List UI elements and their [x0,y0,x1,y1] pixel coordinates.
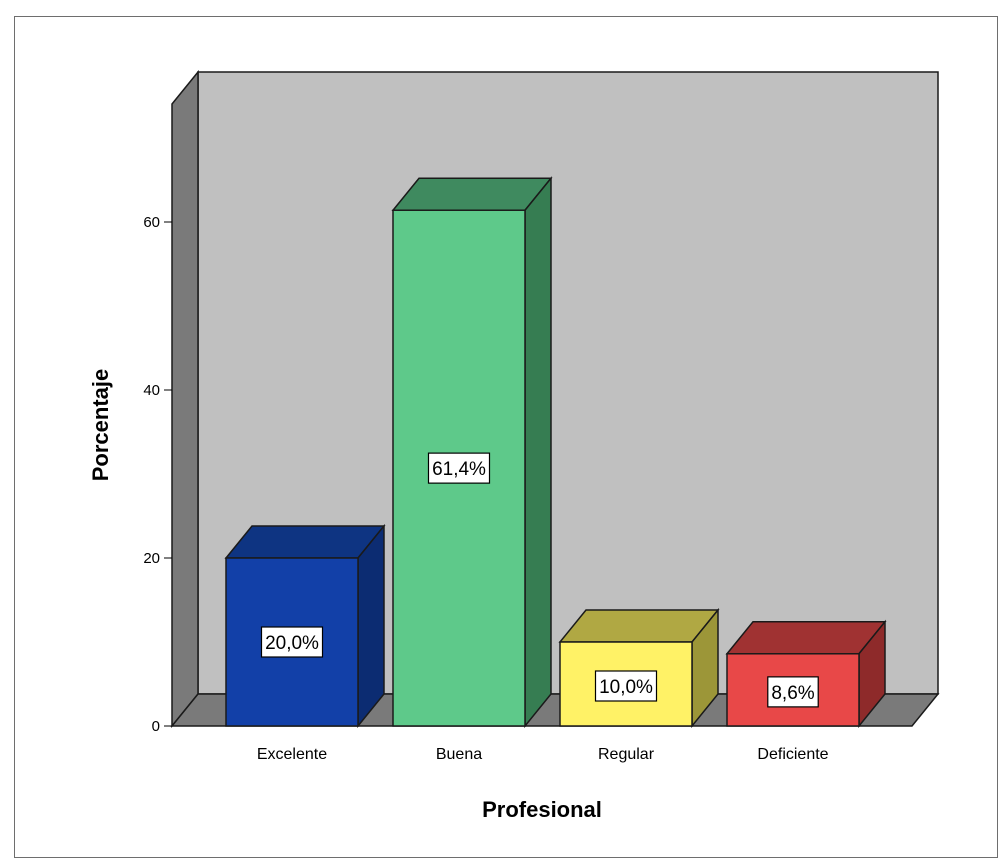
data-label-box [427,452,491,484]
bar-side-face [357,523,385,729]
x-axis-title: Profesional [482,797,602,822]
left-wall [171,69,199,729]
y-tick-label: 60 [143,214,160,231]
data-label: 61,4% [432,459,486,480]
x-tick-label: Regular [598,746,655,763]
y-tick-label: 20 [143,550,160,567]
y-tick-label: 0 [152,718,160,735]
bar-top-face [391,177,553,211]
bar-deficiente: 8,6% [725,619,887,729]
bar-side-face [524,176,552,729]
data-label: 20,0% [265,633,319,654]
data-label-box [260,626,324,658]
bars: 20,0% 61,4% 10,0% 8,6% [224,176,887,729]
bar-top-face [224,525,386,559]
bar-buena: 61,4% [391,176,553,729]
bar-excelente: 20,0% [224,523,386,729]
bar-top-face [725,621,887,655]
x-axis-ticks: Excelente Buena Regular Deficiente [257,746,829,763]
y-tick-label: 40 [143,382,160,399]
x-tick-label: Buena [436,746,482,763]
bar-regular: 10,0% [558,607,720,729]
data-label: 10,0% [599,677,653,698]
data-label: 8,6% [771,683,814,704]
y-axis-ticks: 0 20 40 60 [143,214,172,735]
data-label-box [767,676,819,708]
x-tick-label: Excelente [257,746,327,763]
y-axis-title: Porcentaje [88,369,113,482]
data-label-box [594,670,658,702]
bar-top-face [558,609,720,643]
x-tick-label: Deficiente [757,746,828,763]
